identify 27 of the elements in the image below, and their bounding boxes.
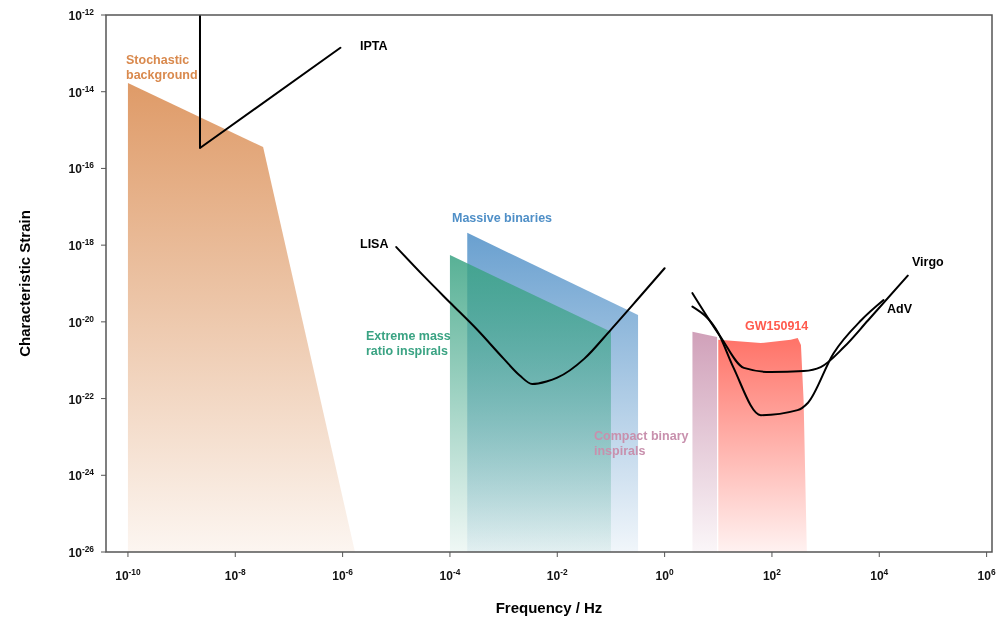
x-tick-label: 10$^{-4}$ xyxy=(439,567,461,583)
series-label: GW150914 xyxy=(745,319,809,333)
series-label: Extreme mass ratio inspirals xyxy=(366,329,451,358)
x-tick-label: 10$^{-8}$ xyxy=(224,567,247,583)
series-label: IPTA xyxy=(360,39,388,53)
x-tick-label: 10$^{-2}$ xyxy=(546,567,569,583)
y-tick-label: 10$^{-24}$ xyxy=(68,467,95,484)
y-axis-title: Characteristic Strain xyxy=(16,210,33,357)
series-label: Massive binaries xyxy=(452,211,553,225)
x-tick-label: 10$^{6}$ xyxy=(977,567,996,583)
y-tick-label: 10$^{-16}$ xyxy=(68,160,95,177)
y-tick-label: 10$^{-20}$ xyxy=(68,313,95,330)
x-tick-label: 10$^{4}$ xyxy=(870,567,889,583)
series-label: AdV xyxy=(887,302,913,316)
y-tick-label: 10$^{-12}$ xyxy=(68,7,95,23)
x-tick-label: 10$^{0}$ xyxy=(655,567,674,583)
y-tick-label: 10$^{-18}$ xyxy=(68,237,95,254)
x-tick-label: 10$^{-10}$ xyxy=(115,567,142,583)
y-tick-label: 10$^{-14}$ xyxy=(68,83,95,100)
series-label: Virgo xyxy=(912,255,945,269)
y-tick-label: 10$^{-26}$ xyxy=(68,544,95,560)
x-tick-label: 10$^{2}$ xyxy=(762,567,782,583)
y-tick-label: 10$^{-22}$ xyxy=(68,390,95,407)
x-tick-label: 10$^{-6}$ xyxy=(332,567,354,583)
series-label: Stochastic background xyxy=(126,53,198,82)
series-label: LISA xyxy=(360,237,389,251)
x-axis-title: Frequency / Hz xyxy=(495,599,603,616)
